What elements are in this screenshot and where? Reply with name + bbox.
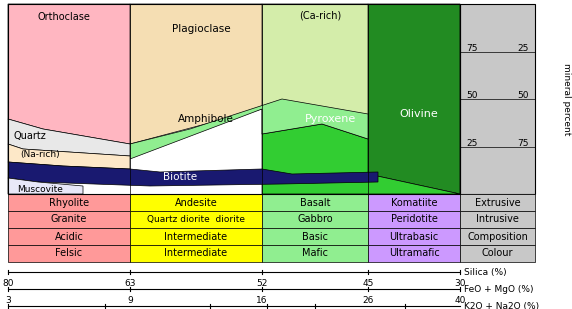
Text: 63: 63: [124, 279, 136, 288]
Text: Andesite: Andesite: [174, 197, 217, 208]
Text: Rhyolite: Rhyolite: [49, 197, 89, 208]
Text: Quartz diorite  diorite: Quartz diorite diorite: [147, 215, 245, 224]
Bar: [368, 245, 460, 262]
Text: Komatiite: Komatiite: [391, 197, 437, 208]
Bar: [130, 211, 262, 228]
Text: Intermediate: Intermediate: [164, 248, 228, 259]
Polygon shape: [130, 99, 368, 159]
Bar: [262, 228, 368, 245]
Polygon shape: [8, 178, 83, 194]
Bar: [8, 245, 130, 262]
Text: Granite: Granite: [51, 214, 87, 225]
Bar: [460, 228, 535, 245]
Bar: [8, 194, 130, 211]
Text: Mafic: Mafic: [302, 248, 328, 259]
Text: FeO + MgO (%): FeO + MgO (%): [464, 285, 534, 294]
Text: Muscovite: Muscovite: [17, 184, 63, 193]
Bar: [460, 194, 535, 211]
Text: 30: 30: [454, 279, 466, 288]
Text: Orthoclase: Orthoclase: [38, 12, 90, 22]
Text: Olivine: Olivine: [400, 109, 438, 119]
Bar: [8, 4, 460, 194]
Text: Basalt: Basalt: [300, 197, 330, 208]
Bar: [368, 194, 460, 211]
Bar: [262, 245, 368, 262]
Text: (Ca-rich): (Ca-rich): [299, 11, 341, 21]
Bar: [460, 4, 535, 194]
Text: Intrusive: Intrusive: [476, 214, 519, 225]
Text: 9: 9: [127, 296, 133, 305]
Text: Plagioclase: Plagioclase: [172, 24, 231, 34]
Text: Felsic: Felsic: [55, 248, 82, 259]
Text: Acidic: Acidic: [54, 231, 84, 242]
Text: 26: 26: [362, 296, 374, 305]
Text: 45: 45: [362, 279, 374, 288]
Polygon shape: [8, 4, 130, 144]
Text: Gabbro: Gabbro: [297, 214, 333, 225]
Text: 80: 80: [2, 279, 14, 288]
Bar: [368, 228, 460, 245]
Text: Basic: Basic: [302, 231, 328, 242]
Text: (Na-rich): (Na-rich): [20, 150, 60, 159]
Bar: [8, 4, 460, 194]
Bar: [262, 211, 368, 228]
Text: 75: 75: [517, 139, 529, 148]
Text: Intermediate: Intermediate: [164, 231, 228, 242]
Bar: [460, 245, 535, 262]
Bar: [8, 211, 130, 228]
Text: 25: 25: [466, 139, 478, 148]
Bar: [130, 228, 262, 245]
Text: Composition: Composition: [467, 231, 528, 242]
Bar: [368, 211, 460, 228]
Bar: [130, 194, 262, 211]
Text: 16: 16: [256, 296, 268, 305]
Text: 40: 40: [454, 296, 466, 305]
Text: Quartz: Quartz: [14, 131, 46, 141]
Text: 50: 50: [466, 91, 478, 100]
Text: Pyroxene: Pyroxene: [304, 114, 356, 124]
Text: Silica (%): Silica (%): [464, 268, 507, 277]
Bar: [130, 245, 262, 262]
Text: mineral percent: mineral percent: [562, 63, 571, 135]
Polygon shape: [262, 124, 460, 194]
Bar: [262, 194, 368, 211]
Text: Colour: Colour: [482, 248, 513, 259]
Polygon shape: [8, 162, 378, 186]
Polygon shape: [262, 4, 368, 139]
Text: 3: 3: [5, 296, 11, 305]
Text: 52: 52: [256, 279, 268, 288]
Polygon shape: [8, 119, 130, 156]
Polygon shape: [8, 144, 130, 169]
Text: 50: 50: [517, 91, 529, 100]
Text: 75: 75: [466, 44, 478, 53]
Text: Biotite: Biotite: [163, 172, 197, 182]
Bar: [460, 211, 535, 228]
Text: Amphibole: Amphibole: [178, 114, 234, 124]
Bar: [8, 228, 130, 245]
Polygon shape: [130, 4, 262, 144]
Text: 25: 25: [517, 44, 529, 53]
Text: Extrusive: Extrusive: [475, 197, 521, 208]
Text: Ultramafic: Ultramafic: [388, 248, 439, 259]
Text: Peridotite: Peridotite: [391, 214, 438, 225]
Polygon shape: [368, 4, 460, 194]
Text: K2O + Na2O (%): K2O + Na2O (%): [464, 302, 539, 309]
Text: Ultrabasic: Ultrabasic: [390, 231, 439, 242]
